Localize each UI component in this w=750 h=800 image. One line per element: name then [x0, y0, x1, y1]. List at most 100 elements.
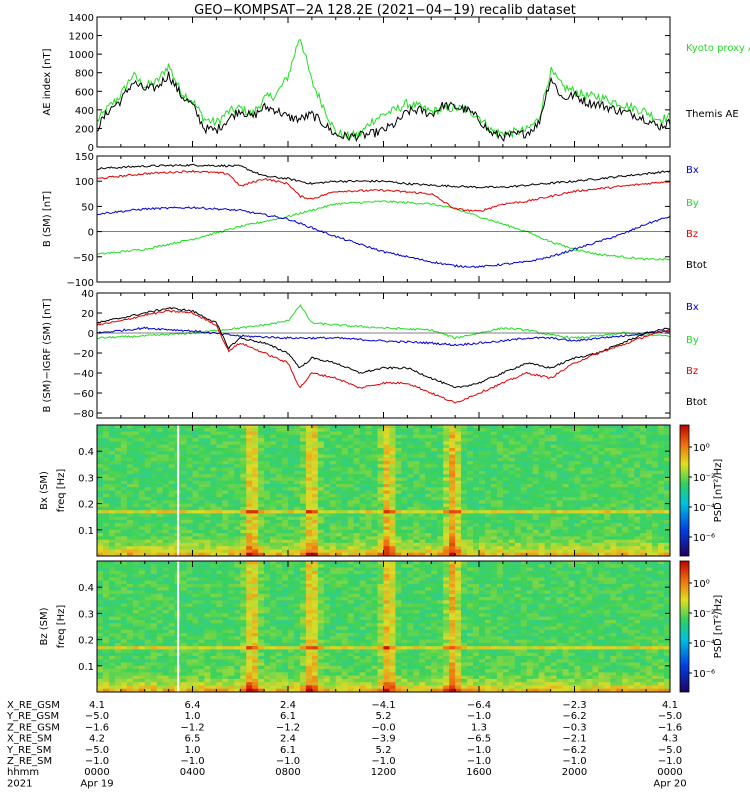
- spectrogram-cell: [162, 533, 170, 537]
- spectrogram-cell: [514, 529, 522, 534]
- spectrogram-cell: [502, 457, 510, 462]
- spectrogram-cell: [246, 454, 253, 459]
- spectrogram-cell: [234, 467, 241, 472]
- spectrogram-cell: [102, 564, 110, 568]
- spectrogram-cell: [610, 480, 617, 485]
- spectrogram-cell: [246, 483, 253, 488]
- spectrogram-cell: [586, 425, 593, 429]
- spectrogram-cell: [538, 487, 546, 491]
- spectrogram-cell: [108, 633, 116, 637]
- spectrogram-cell: [144, 438, 152, 442]
- spectrogram-cell: [97, 652, 104, 657]
- spectrogram-cell: [592, 546, 599, 550]
- spectrogram-cell: [347, 457, 355, 462]
- spectrogram-cell: [532, 474, 540, 478]
- spectrogram-cell: [455, 487, 462, 491]
- spectrogram-cell: [97, 685, 104, 690]
- spectrogram-cell: [359, 516, 366, 521]
- spectrogram-cell: [162, 593, 170, 598]
- spectrogram-cell: [389, 506, 396, 511]
- spectrogram-cell: [664, 542, 671, 547]
- spectrogram-cell: [228, 552, 235, 557]
- spectrogram-cell: [150, 606, 158, 611]
- spectrogram-cell: [622, 513, 629, 518]
- spectrogram-cell: [210, 610, 217, 614]
- spectrogram-cell: [162, 519, 170, 524]
- spectrogram-cell: [114, 536, 122, 541]
- spectrogram-cell: [550, 487, 557, 491]
- spectrogram-cell: [305, 533, 313, 537]
- spectrogram-cell: [562, 513, 569, 518]
- y-axis-label: B (SM)−IGRF (SM) [nT]: [42, 298, 53, 412]
- spectrogram-cell: [114, 510, 122, 514]
- spectrogram-cell: [389, 483, 396, 488]
- spectrogram-cell: [144, 646, 152, 650]
- spectrogram-cell: [150, 467, 158, 472]
- spectrogram-cell: [114, 672, 122, 677]
- spectrogram-cell: [293, 510, 301, 514]
- spectrogram-cell: [413, 493, 420, 498]
- spectrogram-cell: [144, 659, 152, 663]
- spectrogram-cell: [496, 506, 504, 511]
- spectrogram-cell: [186, 493, 193, 498]
- spectrogram-cell: [329, 533, 337, 537]
- spectrogram-cell: [132, 552, 140, 557]
- spectrogram-cell: [126, 519, 134, 524]
- spectrogram-cell: [658, 500, 665, 504]
- spectrogram-cell: [323, 497, 331, 501]
- spectrogram-cell: [610, 477, 617, 482]
- spectrogram-cell: [335, 516, 343, 521]
- spectrogram-cell: [538, 477, 546, 482]
- spectrogram-cell: [228, 487, 235, 491]
- spectrogram-cell: [156, 682, 164, 686]
- spectrogram-cell: [222, 438, 229, 442]
- spectrogram-cell: [443, 536, 450, 541]
- spectrogram-cell: [156, 552, 164, 557]
- spectrogram-cell: [437, 536, 444, 541]
- spectrogram-cell: [580, 549, 587, 554]
- spectrogram-cell: [305, 490, 313, 495]
- spectrogram-cell: [144, 497, 152, 501]
- spectrogram-cell: [610, 552, 617, 557]
- spectrogram-cell: [192, 639, 199, 644]
- spectrogram-cell: [496, 474, 504, 478]
- spectrogram-cell: [646, 467, 653, 472]
- spectrogram-cell: [126, 659, 134, 663]
- spectrogram-cell: [114, 636, 122, 640]
- spectrogram-cell: [102, 552, 110, 557]
- spectrogram-cell: [180, 610, 187, 614]
- spectrogram-cell: [108, 610, 116, 614]
- spectrogram-cell: [508, 467, 516, 472]
- spectrogram-cell: [616, 470, 623, 475]
- spectrogram-cell: [126, 438, 134, 442]
- spectrogram-cell: [162, 493, 170, 498]
- spectrogram-cell: [234, 503, 241, 508]
- spectrogram-cell: [162, 461, 170, 465]
- spectrogram-cell: [168, 447, 175, 452]
- spectrogram-cell: [299, 461, 307, 465]
- spectrogram-cell: [455, 428, 462, 432]
- spectrogram-cell: [323, 523, 331, 527]
- spectrogram-cell: [389, 441, 396, 446]
- spectrogram-cell: [156, 434, 164, 439]
- spectrogram-cell: [323, 487, 331, 491]
- spectrogram-cell: [652, 447, 659, 452]
- spectrogram-cell: [186, 616, 193, 621]
- spectrogram-cell: [544, 533, 552, 537]
- spectrogram-cell: [180, 619, 187, 624]
- spectrogram-cell: [389, 552, 396, 557]
- spectrogram-cell: [425, 542, 432, 547]
- spectrogram-cell: [114, 623, 122, 627]
- figure-title: GEO−KOMPSAT−2A 128.2E (2021−04−19) recal…: [194, 3, 576, 18]
- spectrogram-cell: [646, 490, 653, 495]
- spectrogram-cell: [484, 428, 492, 432]
- spectrogram-cell: [377, 474, 384, 478]
- spectrogram-cell: [138, 428, 146, 432]
- spectrogram-cell: [276, 434, 283, 439]
- spectrogram-cell: [323, 513, 331, 518]
- spectrogram-cell: [341, 464, 349, 468]
- spectrogram-cell: [479, 533, 486, 537]
- spectrogram-cell: [598, 516, 605, 521]
- spectrogram-cell: [198, 470, 205, 475]
- spectrogram-cell: [120, 633, 128, 637]
